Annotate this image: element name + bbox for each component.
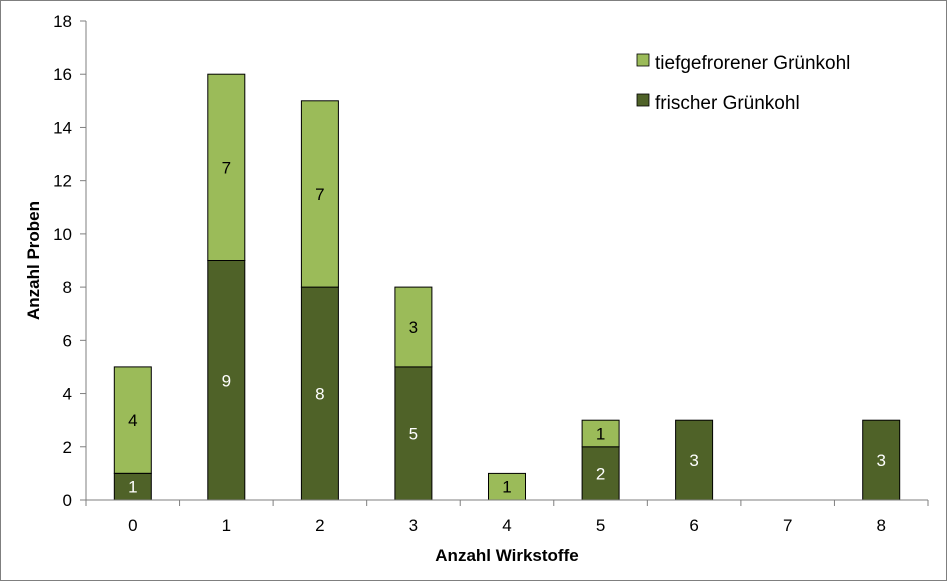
y-tick-label: 0 (63, 491, 72, 510)
data-label: 3 (876, 451, 885, 470)
data-label: 3 (689, 451, 698, 470)
bar-tiefgefrorener-3 (394, 286, 433, 368)
x-axis-title: Anzahl Wirkstoffe (435, 546, 578, 565)
legend-item-tiefgefrorener: tiefgefrorener Grünkohl (636, 53, 850, 74)
data-label: 2 (596, 464, 605, 483)
legend-swatch-frischer (636, 93, 650, 107)
bar-frischer-0 (113, 472, 152, 501)
data-label: 1 (128, 478, 137, 497)
legend: tiefgefrorener Grünkohl frischer Grünkoh… (636, 53, 850, 114)
y-tick-label: 8 (63, 278, 72, 297)
y-tick-label: 10 (53, 225, 72, 244)
y-tick-label: 16 (53, 65, 72, 84)
x-tick-label: 1 (222, 516, 231, 535)
plot-area: 1 4 9 7 8 7 5 3 1 2 1 3 3 (113, 73, 901, 501)
legend-swatch-tiefgefrorener (636, 53, 650, 67)
data-label: 7 (222, 158, 231, 177)
data-label: 5 (409, 425, 418, 444)
x-tick-label: 6 (689, 516, 698, 535)
y-tick-label: 14 (53, 118, 72, 137)
x-tick-label: 2 (315, 516, 324, 535)
x-tick-label: 5 (596, 516, 605, 535)
data-label: 4 (128, 411, 137, 430)
bar-tiefgefrorener-0 (113, 366, 152, 474)
y-axis-title: Anzahl Proben (24, 201, 43, 320)
y-tick-label: 12 (53, 172, 72, 191)
x-tick-label: 8 (876, 516, 885, 535)
y-tick-label: 18 (53, 12, 72, 31)
data-label: 1 (596, 425, 605, 444)
bar-tiefgefrorener-5 (581, 419, 620, 448)
x-tick-label: 4 (502, 516, 511, 535)
bar-tiefgefrorener-1 (207, 73, 246, 261)
x-tick-label: 3 (409, 516, 418, 535)
axes: Anzahl Proben Anzahl Wirkstoffe 02468101… (24, 12, 929, 565)
x-tick-label: 7 (783, 516, 792, 535)
data-label: 3 (409, 318, 418, 337)
bar-frischer-5 (581, 446, 620, 501)
y-tick-label: 2 (63, 438, 72, 457)
data-label: 1 (502, 478, 511, 497)
legend-item-frischer: frischer Grünkohl (636, 93, 800, 114)
data-label: 8 (315, 385, 324, 404)
legend-label-tiefgefrorener: tiefgefrorener Grünkohl (655, 53, 850, 74)
bar-frischer-6 (675, 419, 714, 501)
legend-label-frischer: frischer Grünkohl (655, 93, 800, 114)
bar-tiefgefrorener-2 (300, 100, 339, 288)
data-label: 9 (222, 371, 231, 390)
y-tick-label: 4 (63, 385, 72, 404)
y-tick-label: 6 (63, 331, 72, 350)
x-tick-label: 0 (128, 516, 137, 535)
data-label: 7 (315, 185, 324, 204)
